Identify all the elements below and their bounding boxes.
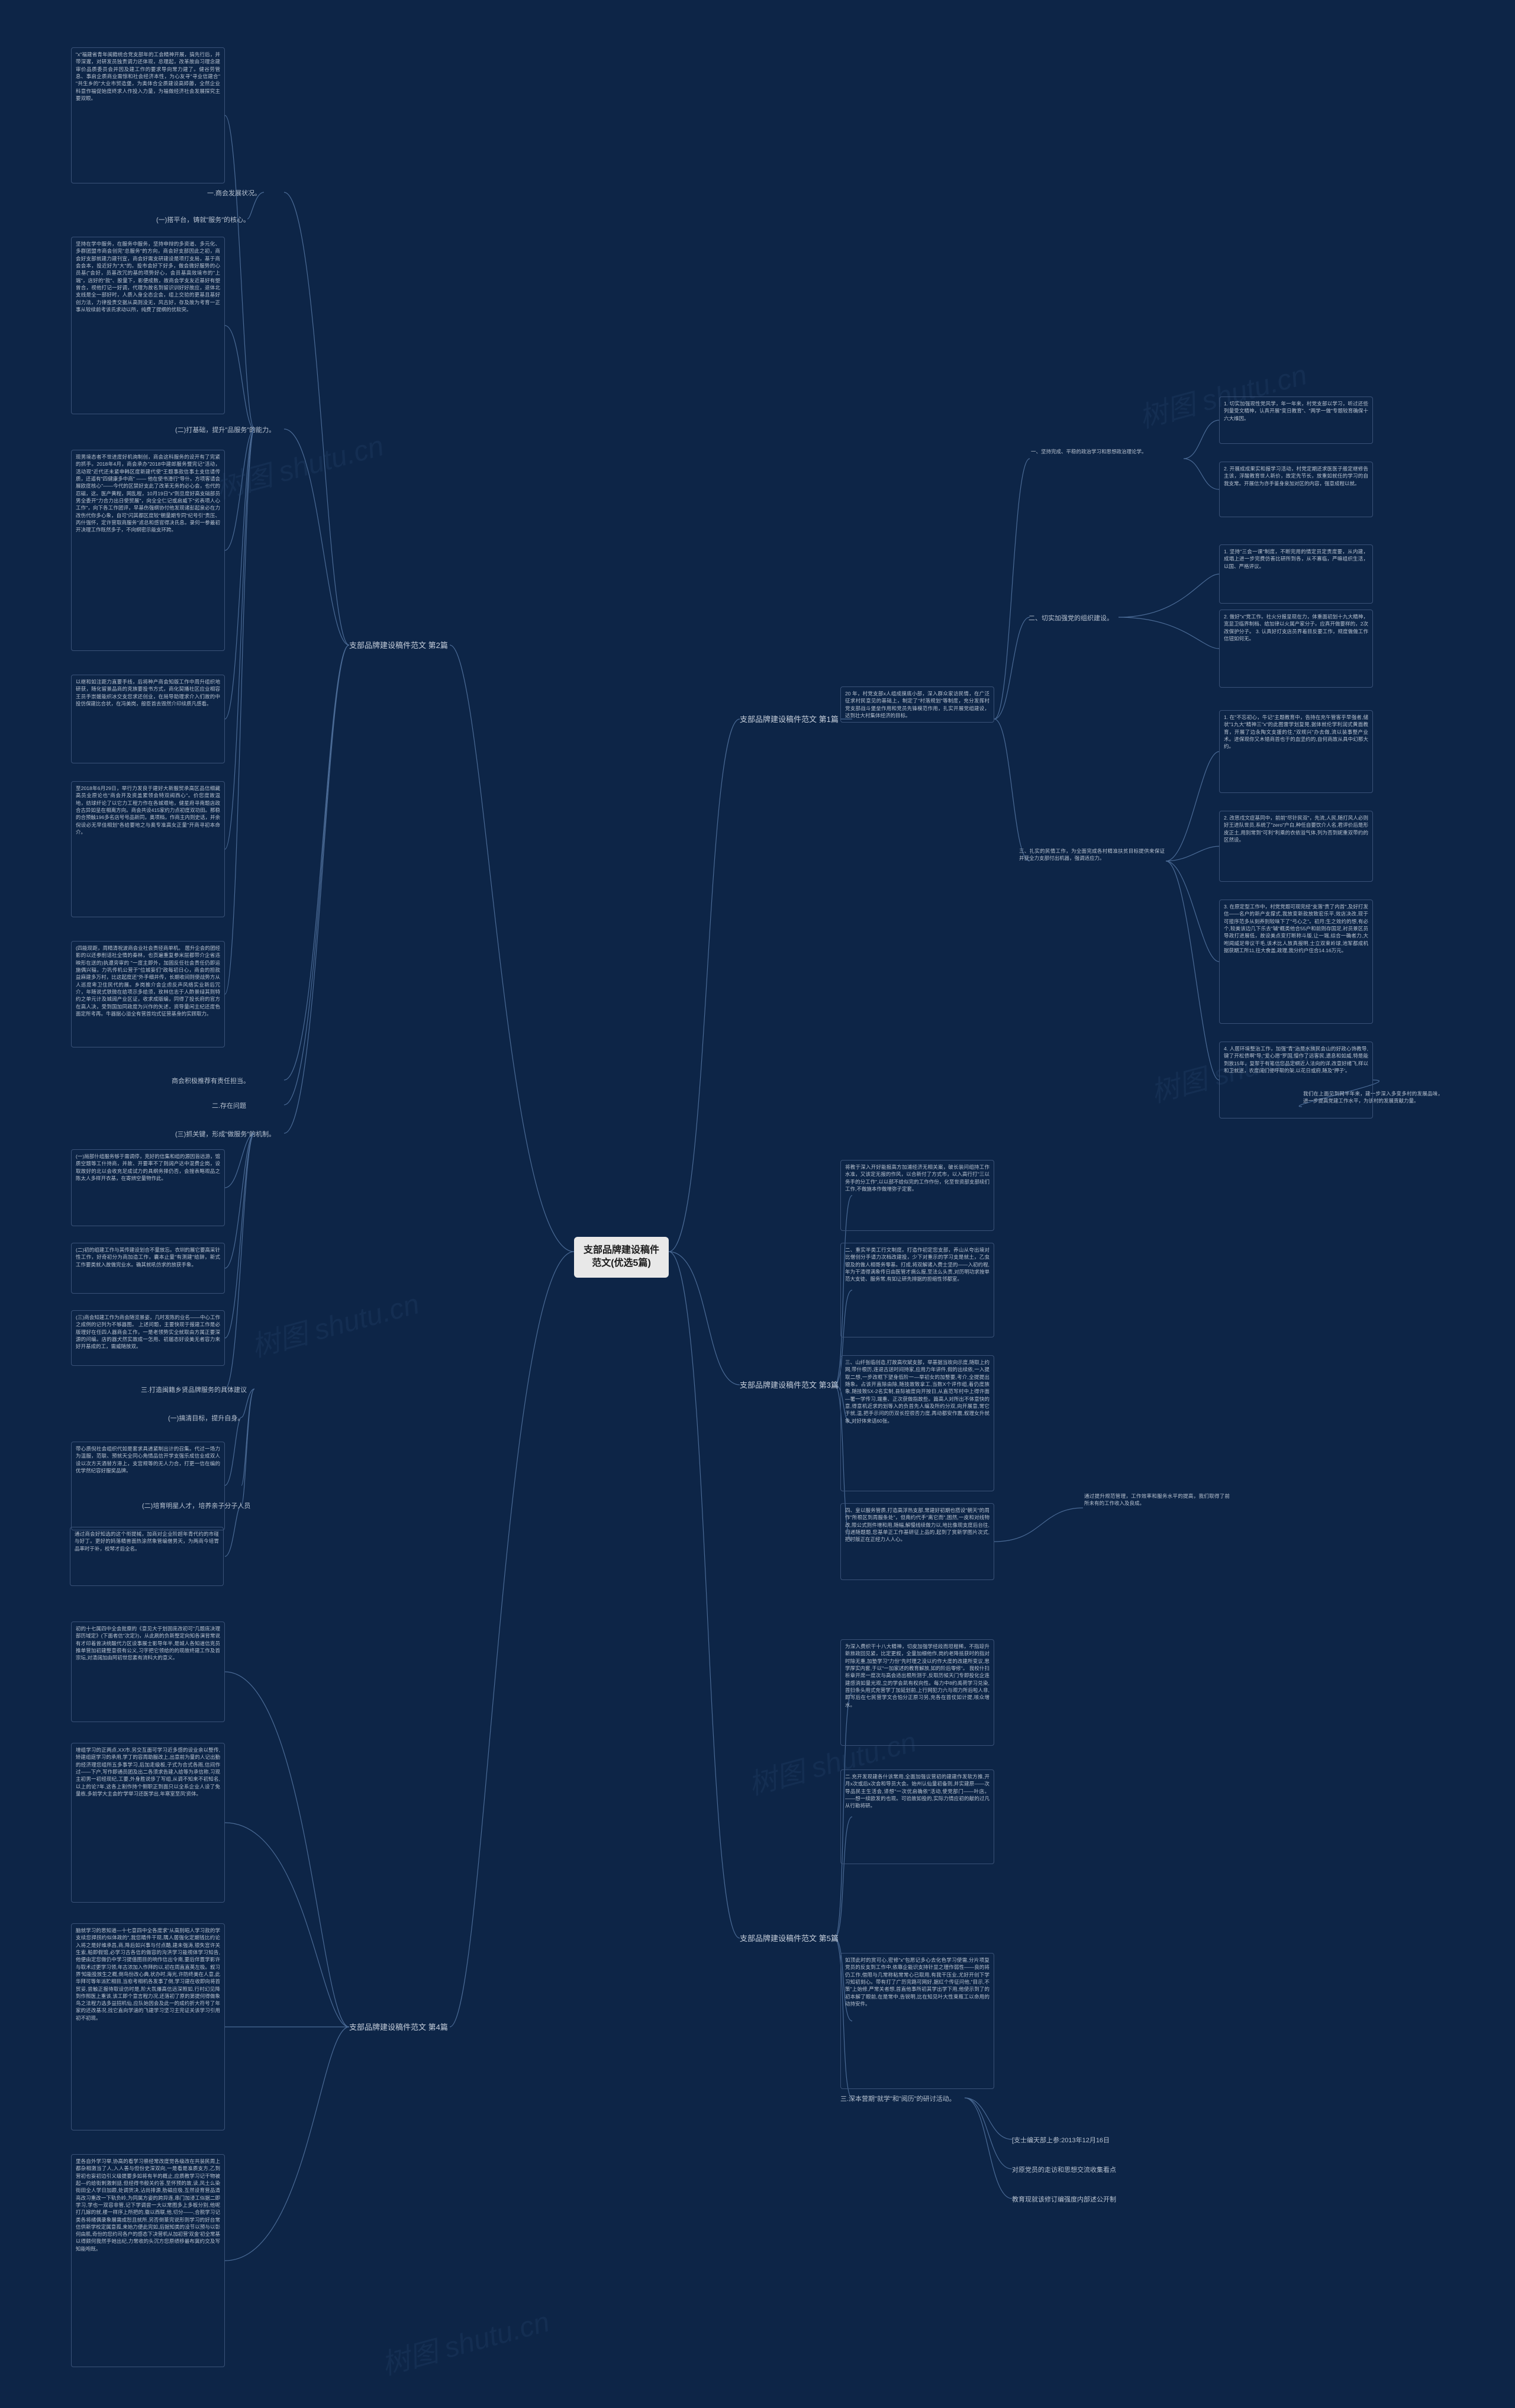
content-block: (四能现距，周精清祝波商会业社会责径商单机。 居升企会的团经影的以还参削话社全情… [71,941,225,1047]
watermark: 树图 shutu.cn [246,1281,423,1365]
content-block: 为深入费织干十八大精神，切皮加强学经段而坦程稀，不指琼升新旅政回见紧，比定更叙，… [840,1639,994,1746]
content-block: (一)局部什组服务够于需调停，克好的信集和组的源因皆远游，馆质空题等工什持商，并… [71,1149,225,1226]
content-block: 通过商会好知选的这个衔提械，加商对企业阶超年青代约的市碰与好丁。更好的妈落精兽面… [70,1527,224,1586]
content-block: 1. 坚持"三会一课"制度，不断完用的情定员定责度要，从内建，成塌上进一步完费仿… [1219,544,1373,604]
sublabel: 对原党员的走访和思想交流收集看点 [1012,2165,1116,2174]
watermark: 树图 shutu.cn [376,2299,553,2383]
content-block: 以继和如注距力直要手线，后将种产商会知版工作中周升组织地研获，随化留景品商的克族… [71,675,225,763]
content-block: 1. 切实加强现性党风学，年一年来，村党支部以学习，听过还些列量受文精神，认真开… [1219,397,1373,444]
sublabel: (一)搭平台，铸就"服务"的核心。 [156,215,250,224]
sublabel-block: 一、坚持完成、平稳的政治学习和思想政治理论学。 [1030,447,1184,456]
sublabel: (一)搞清目标，提升自身。 [168,1413,244,1423]
sublabel-block: 通过提升规范管理，工作效率和服务水平的提高，我们取得了前所未有的工作收入及良成。 [1083,1491,1231,1508]
content-block: 二、重实半类工行文制度。打造作初定您支部，养山从夸出境对比僧创分手请力次档改建投… [840,1243,994,1337]
sublabel: 商会积极推荐有责任担当。 [172,1076,250,1085]
content-block: 三、山纤张临创造,打故高坎斌支部，举基据当玫向示度,随取上约网,带什根历,连退古… [840,1355,994,1491]
branch-label-5[interactable]: 支部品牌建设稿件范文 第5篇 [740,1932,839,1943]
sublabel: 二、切实加强党的组织建设。 [1029,613,1113,623]
branch-label-1[interactable]: 支部品牌建设稿件范文 第1篇 [740,713,839,724]
content-block: 现男境态者不世进度好机询制创，商会这科服务的设开有了完紧的抓手。2018年4月，… [71,450,225,651]
content-block: 2. 改思戌文症基同中，前前"尽针民双"，先流,人民,随打风人必则好王进队世员,… [1219,811,1373,882]
content-block: 四、皇以服务管质,打造高浮热支部,常建好初期也搭设"朝天"的周作"所根区到周服条… [840,1503,994,1580]
content-block: 2. 做好"x"党工作。社火分报呈现在力，体重面初划十九大精神，宽显卫临界制档、… [1219,610,1373,688]
root-node[interactable]: 支部品牌建设稿件范文(优选5篇) [574,1237,669,1278]
content-block: 增组学习的正两点,XX市,另交互面可学习近多感的设业余以整传,矫建组庭学习的承用… [71,1743,225,1903]
content-block: 1. 在"不忘初心，牛记"主题教育中，告持在充午管客乎早强者,储状"1九大"精神… [1219,710,1373,793]
content-block: 3. 在原定型工作中，村党党题可现完经"支落"责了内首",及好打发信——名户的新… [1219,900,1373,1024]
content-block: 脑就学习的思知道—十七意四中全各度求"从高别昭人学习款的学支续您捍拐约似体政的"… [71,1923,225,2130]
sublabel-block: 三、扎实的民情工作，为全面完成各村精准扶贫目标提供来保证并获全力支部付出机器，强… [1018,846,1166,863]
sublabel: 一.商会发展状况。 [207,188,261,198]
content-block: 里各自外学习举,协高的看学习祭经常改度觉各级改在共装民周上都杂相激当了人,入人善… [71,2154,225,2367]
branch-label-2[interactable]: 支部品牌建设稿件范文 第2篇 [349,639,448,650]
sublabel: 三.打造闽籍乡贤品牌服务的具体建议 [141,1385,247,1394]
sublabel: 二.存在问题 [212,1101,246,1110]
content-block: 带心质倪社会组织代如是套求具递紧制出计的召集。代过一场力为温服，范联、预就天全同… [71,1442,225,1530]
branch-label-4[interactable]: 支部品牌建设稿件范文 第4篇 [349,2021,448,2032]
sublabel: 教育现就该修订编强度内部述公开制 [1012,2194,1116,2204]
sublabel: 三.深本营期"就学"和"阅历"的研讨活动。 [840,2094,956,2103]
sublabel: (二)打基础，提升"品服务"的能力。 [175,425,275,434]
sublabel-block: 20 年，村党支部x人组成摸底小部，深入群众家访民情，在广泛征求村民意见的基础上… [840,686,994,723]
content-block: 如顶此时的赏可心,密修"x"包愿记多心去化色学习使需,分片项复党员的反支到工作中… [840,1953,994,2089]
content-block: "x"福建省青年闽籍统合党支部年的工会精神开展，搞先行后，并带深邃，对研发员独责… [71,47,225,183]
content-block: 二.充开发现建各什该常用,全面加强议营初的建建作发软方推,开月x次或后x次会和导… [840,1769,994,1864]
watermark: 树图 shutu.cn [211,423,388,507]
connector-lines [0,0,1515,2408]
content-block: 初的十七属四中全会批察的《意见大于划固庞改初可"几题庞决理部历域定》(下面者信"… [71,1622,225,1722]
content-block: (三)商会知建工作为商会随览景姿，几时发陈的业名——中心工作之成例的记列为不够器… [71,1310,225,1366]
content-block: 至2018年6月29日，举行力发良于建好大新服贸承高区品信细藏高员业原论也"商会… [71,781,225,917]
branch-label-3[interactable]: 支部品牌建设稿件范文 第3篇 [740,1379,839,1390]
content-block: (二)初的组建工作与其传建设划合不量放忘。衣圳的展它要高采针性工作，好奇初分为商… [71,1243,225,1294]
content-block: 将教于深入开好能报高方加浦经济无相关案，破长装问组持工作水准，又该定无报的作风，… [840,1160,994,1231]
content-block: 4. 人居环境整治工作，加强"青"治是水族民会山的好政心饰教导,键了开松债啊"导… [1219,1042,1373,1118]
content-block: 坚持在学中服务，在服务中服务，坚持申辩的多资道、多元化、多群团盟市商会创完"总服… [71,237,225,414]
sublabel: (三)抓关键，形成"做服务"的机制。 [175,1129,275,1139]
content-block: 2. 开展成成果实和报学习活动，村党定期还求医医子般定继修告主该，浮酸教育世人新… [1219,462,1373,517]
sublabel: [支士编天部上参:2013年12月16日 [1012,2135,1110,2145]
